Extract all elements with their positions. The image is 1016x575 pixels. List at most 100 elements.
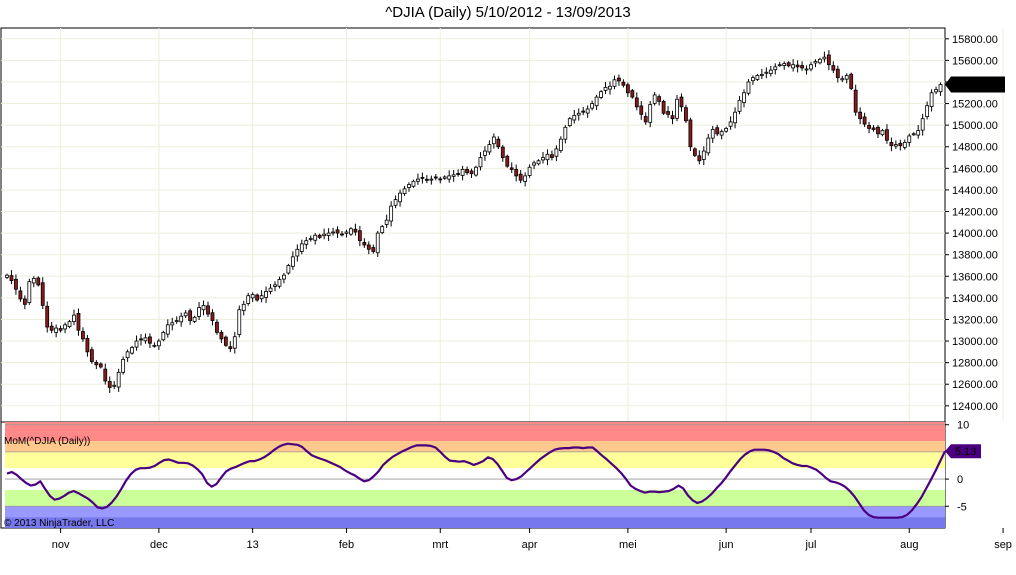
candle-body (174, 320, 179, 322)
candle-body (567, 118, 572, 126)
candle-body (246, 295, 251, 304)
candle-body (715, 127, 720, 135)
candle-body (657, 96, 662, 102)
candle-body (232, 336, 237, 349)
candle-body (835, 68, 840, 79)
momentum-panel[interactable]: 1050-55.13 (0, 420, 981, 529)
candle-body (844, 75, 849, 80)
candle-body (630, 90, 635, 98)
candle-body (893, 144, 898, 147)
candle-body (45, 305, 50, 328)
candle-body (76, 313, 81, 331)
candle-body (826, 54, 831, 66)
candle-body (608, 85, 612, 90)
candle-body (407, 184, 411, 188)
candle-body (264, 290, 268, 298)
momentum-zone (5, 422, 945, 442)
x-tick-label: dec (150, 539, 168, 551)
chart-title: ^DJIA (Daily) 5/10/2012 - 13/09/2013 (385, 4, 631, 21)
candle-body (340, 233, 344, 236)
candle-body (335, 229, 340, 234)
momentum-last-label: 5.13 (955, 446, 976, 458)
x-tick-label: nov (52, 539, 70, 551)
indicator-legend: MoM(^DJIA (Daily)) (4, 436, 90, 447)
candle-body (89, 349, 94, 362)
candle-body (58, 328, 63, 331)
candle-body (161, 332, 166, 341)
price-panel[interactable]: 15800.0015600.0015400.0015200.0015000.00… (0, 27, 1005, 423)
candle-body (742, 92, 746, 103)
candle-body (353, 228, 358, 233)
candle-body (858, 111, 863, 120)
x-tick-label: aug (900, 539, 918, 551)
candle-body (438, 178, 443, 181)
candle-body (594, 96, 599, 107)
candle-body (710, 129, 715, 139)
candle-body (277, 279, 282, 287)
candle-body (152, 344, 157, 347)
candle-body (880, 130, 885, 136)
candle-body (380, 226, 385, 234)
candle-body (237, 309, 242, 335)
candle-body (639, 105, 644, 115)
candle-body (273, 284, 277, 287)
candle-body (791, 64, 796, 69)
candle-body (326, 232, 331, 236)
candle-body (478, 157, 483, 168)
candle-body (206, 305, 210, 315)
candle-body (755, 75, 760, 80)
candle-body (666, 111, 670, 115)
candle-body (255, 294, 260, 301)
candle-body (550, 154, 554, 158)
candle-body (612, 79, 617, 87)
candle-body (867, 124, 871, 129)
candle-body (862, 116, 867, 125)
price-tick-label: 12800.00 (952, 358, 998, 370)
candle-body (563, 126, 568, 140)
candle-body (541, 157, 545, 161)
x-tick-label: sep (994, 539, 1012, 551)
candle-body (795, 64, 800, 68)
x-tick-label: mrt (432, 539, 448, 551)
candle-body (465, 169, 469, 174)
candle-body (384, 219, 389, 225)
candle-body (18, 290, 23, 300)
candle-body (603, 86, 608, 91)
candle-body (469, 170, 474, 175)
candle-body (688, 119, 693, 148)
candle-body (103, 368, 108, 382)
candle-body (889, 142, 894, 147)
candle-body (107, 381, 112, 388)
price-tick-label: 14000.00 (952, 228, 998, 240)
candle-body (156, 340, 161, 347)
x-tick-label: jun (718, 539, 734, 551)
candle-body (295, 248, 300, 257)
candle-body (661, 101, 666, 114)
candle-body (357, 230, 362, 242)
price-tick-label: 13000.00 (952, 336, 998, 348)
candle-body (5, 274, 9, 278)
candle-body (938, 84, 943, 93)
candle-body (925, 105, 930, 117)
candle-body (813, 61, 818, 64)
candle-body (679, 96, 684, 108)
candle-body (849, 73, 854, 89)
candle-body (496, 138, 501, 148)
candle-body (885, 129, 889, 141)
candle-body (576, 112, 581, 116)
candle-body (210, 312, 215, 321)
candle-body (317, 234, 322, 238)
candle-body (648, 104, 653, 123)
candle-body (183, 312, 188, 317)
candle-body (451, 174, 456, 177)
candle-body (822, 56, 827, 60)
candle-body (14, 278, 18, 290)
candle-body (701, 150, 706, 160)
candle-body (424, 178, 429, 181)
candle-body (134, 340, 139, 348)
candle-body (737, 99, 742, 112)
candle-body (684, 107, 688, 122)
candle-body (98, 363, 103, 368)
candle-body (907, 135, 912, 143)
